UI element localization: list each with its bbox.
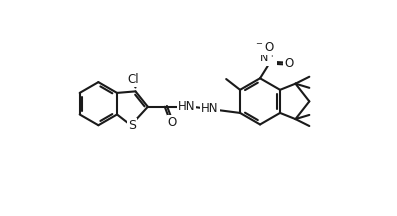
Text: HN: HN: [177, 100, 195, 113]
Text: O: O: [284, 57, 293, 70]
Text: HN: HN: [201, 102, 219, 115]
Text: Cl: Cl: [127, 73, 139, 86]
Text: N$^+$: N$^+$: [259, 50, 277, 65]
Text: $^-$O: $^-$O: [254, 41, 275, 54]
Text: O: O: [168, 116, 177, 129]
Text: S: S: [128, 119, 136, 132]
